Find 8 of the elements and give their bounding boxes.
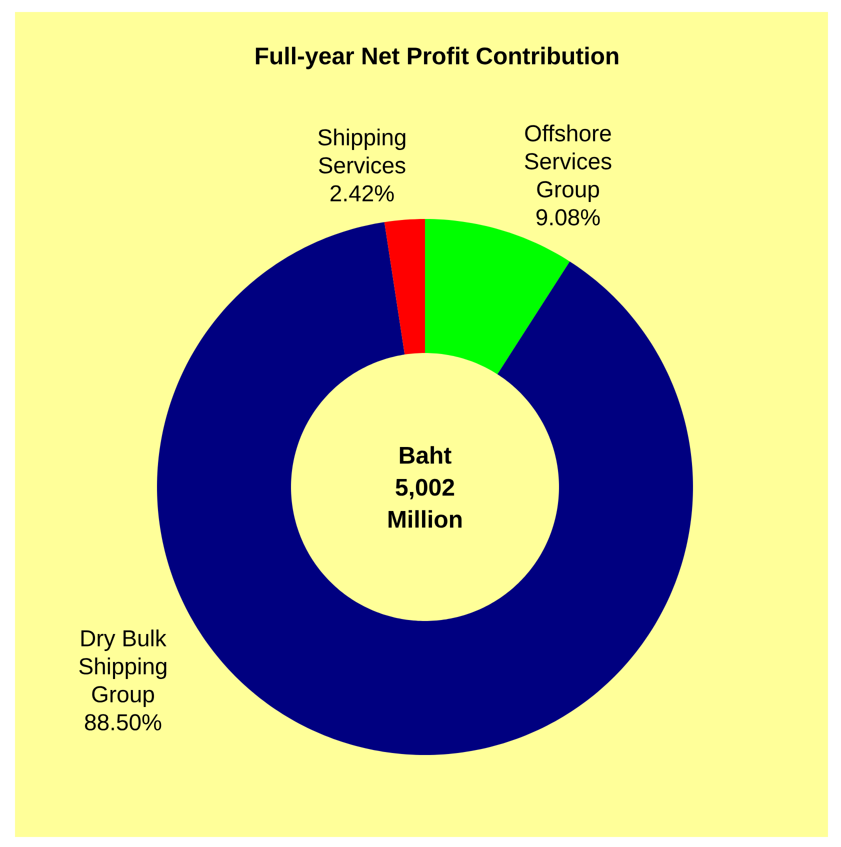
data-label: 9.08% — [536, 209, 600, 226]
data-label: 88.50% — [85, 714, 162, 730]
slice-label: Shipping Services — [318, 128, 406, 174]
chart-title: Full-year Net Profit Contribution — [256, 46, 618, 70]
slice-label: Offshore Services Group — [524, 124, 612, 202]
text: Baht 5,002 Million — [388, 446, 462, 528]
data-label: 2.42% — [330, 185, 394, 202]
slice-label: Dry Bulk Shipping Group — [79, 630, 166, 707]
